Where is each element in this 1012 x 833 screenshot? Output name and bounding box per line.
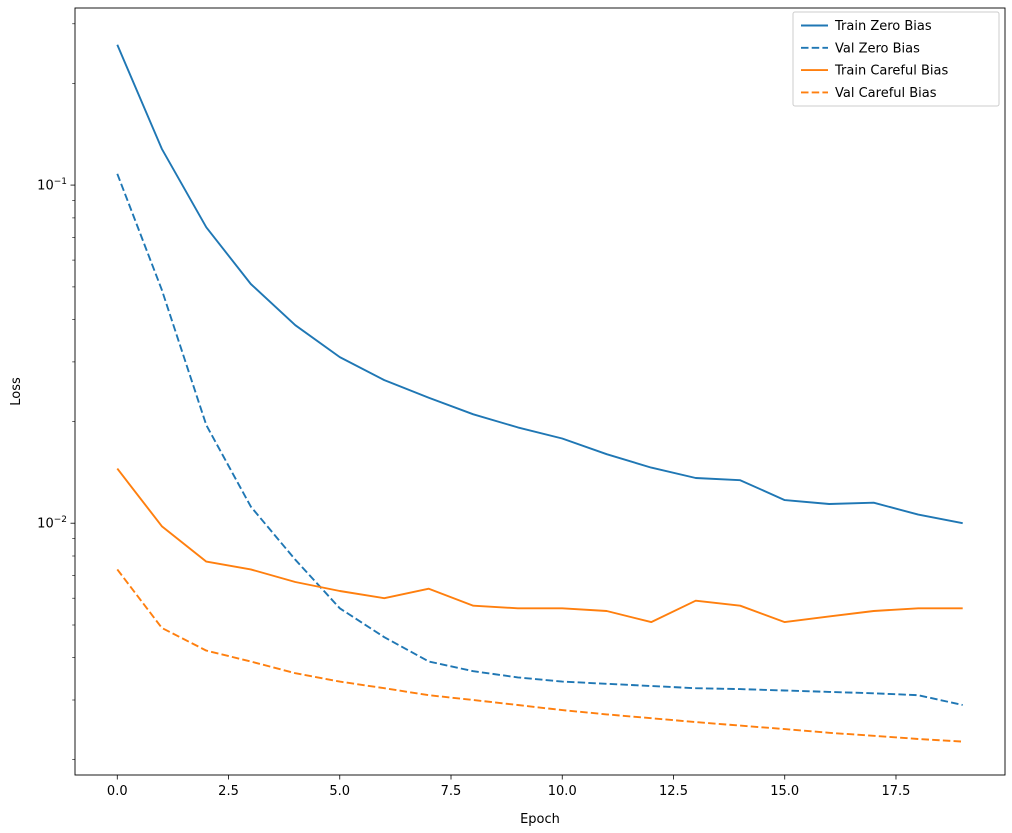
legend-label-train-zero-bias: Train Zero Bias bbox=[834, 19, 932, 34]
x-tick-label: 5.0 bbox=[329, 784, 350, 799]
x-tick-label: 0.0 bbox=[107, 784, 128, 799]
axes: 10−1 10−2 0.0 2.5 5.0 7.5 10.0 12.5 15.0 17.5 bbox=[37, 7, 1006, 799]
x-tick-label: 17.5 bbox=[882, 784, 911, 799]
x-tick-label: 7.5 bbox=[441, 784, 462, 799]
legend-label-train-careful-bias: Train Careful Bias bbox=[834, 64, 948, 79]
legend: Train Zero Bias Val Zero Bias Train Carefu… bbox=[792, 11, 1000, 107]
x-tick-label: 12.5 bbox=[659, 784, 688, 799]
x-tick-label: 2.5 bbox=[218, 784, 239, 799]
y-tick-label: 10−2 bbox=[37, 515, 67, 532]
legend-label-val-careful-bias: Val Careful Bias bbox=[835, 86, 937, 101]
y-tick-label: 10−1 bbox=[37, 177, 67, 194]
x-axis-label: Epoch bbox=[520, 812, 560, 827]
legend-box bbox=[792, 11, 1000, 107]
series-line-val-zero-bias bbox=[116, 173, 963, 706]
series-line-train-careful-bias bbox=[116, 468, 963, 624]
plot-border bbox=[74, 7, 1006, 776]
series-line-train-zero-bias bbox=[116, 44, 963, 525]
legend-label-val-zero-bias: Val Zero Bias bbox=[835, 41, 920, 56]
x-tick-label: 15.0 bbox=[770, 784, 799, 799]
y-axis-label: Loss bbox=[9, 377, 24, 406]
x-tick-label: 10.0 bbox=[548, 784, 577, 799]
series-line-val-careful-bias bbox=[116, 568, 963, 743]
